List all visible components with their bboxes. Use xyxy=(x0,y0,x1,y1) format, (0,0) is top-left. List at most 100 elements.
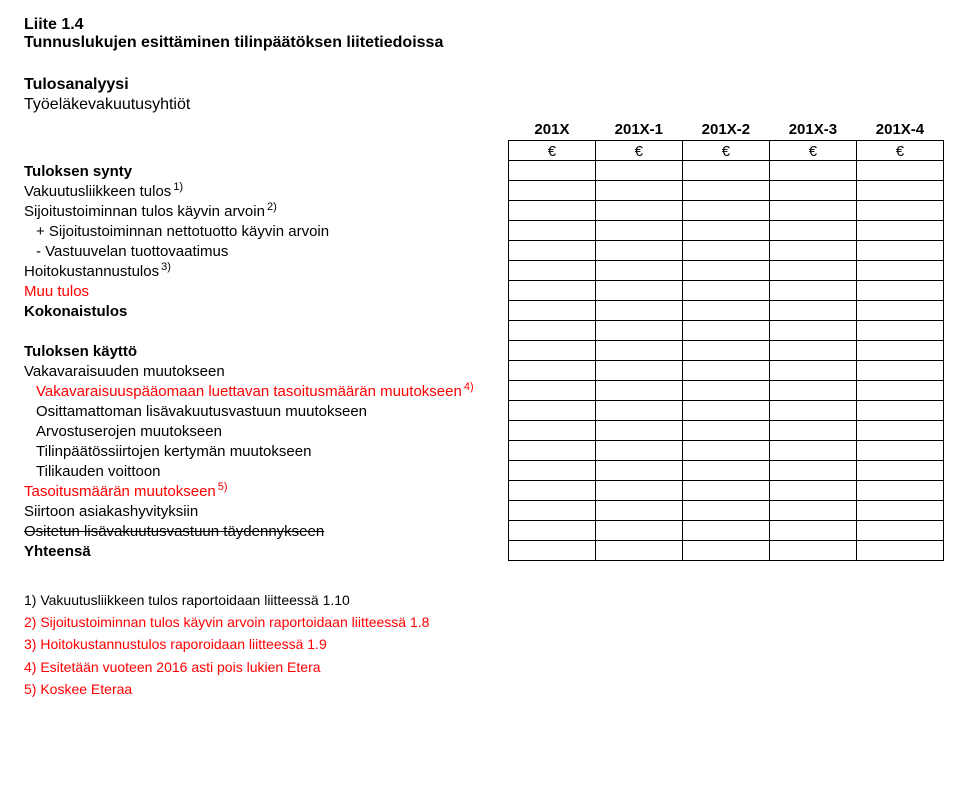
data-cell xyxy=(682,280,769,300)
data-cell xyxy=(769,460,856,480)
row-label: Hoitokustannustulos3) xyxy=(24,260,509,280)
data-cell xyxy=(682,380,769,400)
data-cell xyxy=(769,220,856,240)
data-cell xyxy=(769,380,856,400)
data-cell xyxy=(769,420,856,440)
currency-header-cell: € xyxy=(682,140,769,160)
data-cell xyxy=(509,300,596,320)
currency-header-cell: € xyxy=(595,140,682,160)
row-label: Vakavaraisuuspääomaan luettavan tasoitus… xyxy=(24,380,509,400)
footnote: 1) Vakuutusliikkeen tulos raportoidaan l… xyxy=(24,589,936,611)
data-cell xyxy=(856,540,943,560)
data-cell xyxy=(769,160,856,180)
data-cell xyxy=(595,500,682,520)
data-cell xyxy=(682,500,769,520)
data-cell xyxy=(682,240,769,260)
data-cell xyxy=(682,520,769,540)
data-cell xyxy=(595,280,682,300)
data-cell xyxy=(682,420,769,440)
row-label: Yhteensä xyxy=(24,540,509,560)
data-cell xyxy=(595,240,682,260)
data-cell xyxy=(682,480,769,500)
data-cell xyxy=(769,400,856,420)
data-cell xyxy=(856,160,943,180)
data-cell xyxy=(856,480,943,500)
data-cell xyxy=(682,400,769,420)
data-cell xyxy=(595,460,682,480)
data-cell xyxy=(682,460,769,480)
data-cell xyxy=(509,480,596,500)
data-cell xyxy=(856,200,943,220)
data-cell xyxy=(595,260,682,280)
section-title: Tulosanalyysi xyxy=(24,76,936,94)
data-cell xyxy=(595,160,682,180)
row-label: Muu tulos xyxy=(24,280,509,300)
data-cell xyxy=(682,220,769,240)
data-cell xyxy=(509,420,596,440)
data-cell xyxy=(856,180,943,200)
row-label: Tuloksen käyttö xyxy=(24,340,509,360)
currency-header-cell: € xyxy=(509,140,596,160)
data-cell xyxy=(856,240,943,260)
row-label: - Vastuuvelan tuottovaatimus xyxy=(24,240,509,260)
column-header: 201X-2 xyxy=(682,120,769,140)
data-cell xyxy=(682,200,769,220)
footnote: 3) Hoitokustannustulos raporoidaan liitt… xyxy=(24,633,936,655)
data-cell xyxy=(509,400,596,420)
data-cell xyxy=(769,300,856,320)
footnote: 4) Esitetään vuoteen 2016 asti pois luki… xyxy=(24,656,936,678)
row-label: Ositetun lisävakuutusvastuun täydennykse… xyxy=(24,520,509,540)
row-label: Sijoitustoiminnan tulos käyvin arvoin2) xyxy=(24,200,509,220)
column-header: 201X-3 xyxy=(769,120,856,140)
data-cell xyxy=(509,220,596,240)
column-header: 201X-1 xyxy=(595,120,682,140)
data-cell xyxy=(509,520,596,540)
data-cell xyxy=(769,200,856,220)
row-label: Tilinpäätössiirtojen kertymän muutokseen xyxy=(24,440,509,460)
data-cell xyxy=(769,520,856,540)
page: Liite 1.4 Tunnuslukujen esittäminen tili… xyxy=(0,0,960,724)
data-cell xyxy=(769,440,856,460)
data-cell xyxy=(769,540,856,560)
liite-label: Liite 1.4 xyxy=(24,16,936,34)
data-cell xyxy=(509,460,596,480)
row-label: + Sijoitustoiminnan nettotuotto käyvin a… xyxy=(24,220,509,240)
data-cell xyxy=(682,540,769,560)
currency-header-cell: € xyxy=(856,140,943,160)
data-cell xyxy=(682,440,769,460)
data-cell xyxy=(509,160,596,180)
row-label: Tasoitusmäärän muutokseen5) xyxy=(24,480,509,500)
data-cell xyxy=(856,300,943,320)
data-cell xyxy=(856,280,943,300)
row-label: Tilikauden voittoon xyxy=(24,460,509,480)
data-cell xyxy=(769,360,856,380)
data-cell xyxy=(856,420,943,440)
data-cell xyxy=(856,340,943,360)
row-label: Arvostuserojen muutokseen xyxy=(24,420,509,440)
data-cell xyxy=(595,420,682,440)
data-cell xyxy=(769,260,856,280)
data-cell xyxy=(509,200,596,220)
subsection-title: Työeläkevakuutusyhtiöt xyxy=(24,96,936,114)
row-label: Siirtoon asiakashyvityksiin xyxy=(24,500,509,520)
data-cell xyxy=(595,480,682,500)
row-label: Tuloksen synty xyxy=(24,160,509,180)
footnotes: 1) Vakuutusliikkeen tulos raportoidaan l… xyxy=(24,589,936,701)
data-cell xyxy=(509,340,596,360)
data-cell xyxy=(595,360,682,380)
data-cell xyxy=(509,540,596,560)
column-header: 201X-4 xyxy=(856,120,943,140)
data-cell xyxy=(682,340,769,360)
data-cell xyxy=(856,500,943,520)
row-label: Kokonaistulos xyxy=(24,300,509,320)
data-cell xyxy=(595,300,682,320)
data-cell xyxy=(509,500,596,520)
data-cell xyxy=(856,520,943,540)
row-label: Osittamattoman lisävakuutusvastuun muuto… xyxy=(24,400,509,420)
data-cell xyxy=(509,280,596,300)
data-cell xyxy=(856,380,943,400)
currency-header-cell: € xyxy=(769,140,856,160)
data-cell xyxy=(509,260,596,280)
data-cell xyxy=(682,300,769,320)
data-cell xyxy=(682,160,769,180)
